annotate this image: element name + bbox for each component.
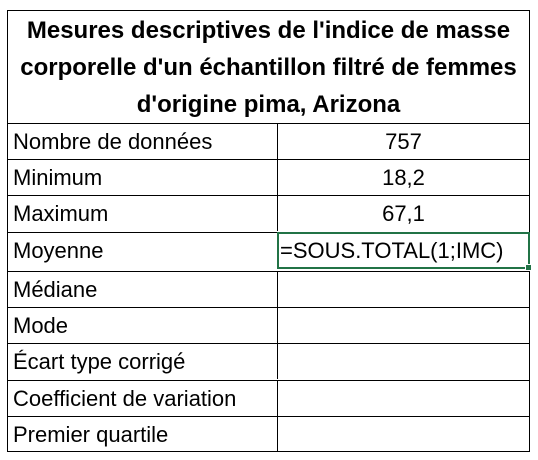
row-value-cell[interactable] bbox=[278, 417, 529, 452]
row-value-cell[interactable] bbox=[278, 272, 529, 307]
row-value-cell[interactable]: 757 bbox=[385, 129, 422, 154]
table-row: Moyenne =SOUS.TOTAL(1;IMC) bbox=[8, 232, 532, 271]
row-value-cell[interactable] bbox=[278, 344, 529, 379]
fill-handle[interactable] bbox=[525, 264, 532, 271]
row-label-cell[interactable]: Nombre de données bbox=[8, 124, 278, 159]
table-title: Mesures descriptives de l'indice de mass… bbox=[20, 16, 517, 118]
row-label-cell[interactable]: Premier quartile bbox=[8, 417, 278, 452]
table-title-cell[interactable]: Mesures descriptives de l'indice de mass… bbox=[8, 11, 529, 123]
row-label-cell[interactable]: Mode bbox=[8, 308, 278, 343]
table-row: Coefficient de variation bbox=[8, 380, 529, 416]
table-row: Minimum 18,2 bbox=[8, 159, 529, 195]
row-label-cell[interactable]: Médiane bbox=[8, 272, 278, 307]
table-row: Premier quartile bbox=[8, 416, 529, 452]
row-value-cell[interactable]: 18,2 bbox=[382, 165, 425, 190]
formula-text: =SOUS.TOTAL(1;IMC) bbox=[280, 238, 504, 263]
row-label-cell[interactable]: Maximum bbox=[8, 196, 278, 231]
row-label-cell[interactable]: Coefficient de variation bbox=[8, 381, 278, 416]
active-formula-cell[interactable]: =SOUS.TOTAL(1;IMC) bbox=[277, 232, 532, 271]
row-label-cell[interactable]: Moyenne bbox=[8, 233, 278, 268]
row-value-cell[interactable] bbox=[278, 381, 529, 416]
row-label-cell[interactable]: Écart type corrigé bbox=[8, 344, 278, 379]
row-label-cell[interactable]: Minimum bbox=[8, 160, 278, 195]
row-value-cell[interactable] bbox=[278, 308, 529, 343]
table-row: Maximum 67,1 bbox=[8, 195, 529, 231]
table-row: Mode bbox=[8, 307, 529, 343]
table-row: Nombre de données 757 bbox=[8, 123, 529, 159]
table-row: Médiane bbox=[8, 271, 529, 307]
table-border bbox=[7, 10, 530, 452]
row-value-cell[interactable]: 67,1 bbox=[382, 201, 425, 226]
table-row: Écart type corrigé bbox=[8, 343, 529, 379]
